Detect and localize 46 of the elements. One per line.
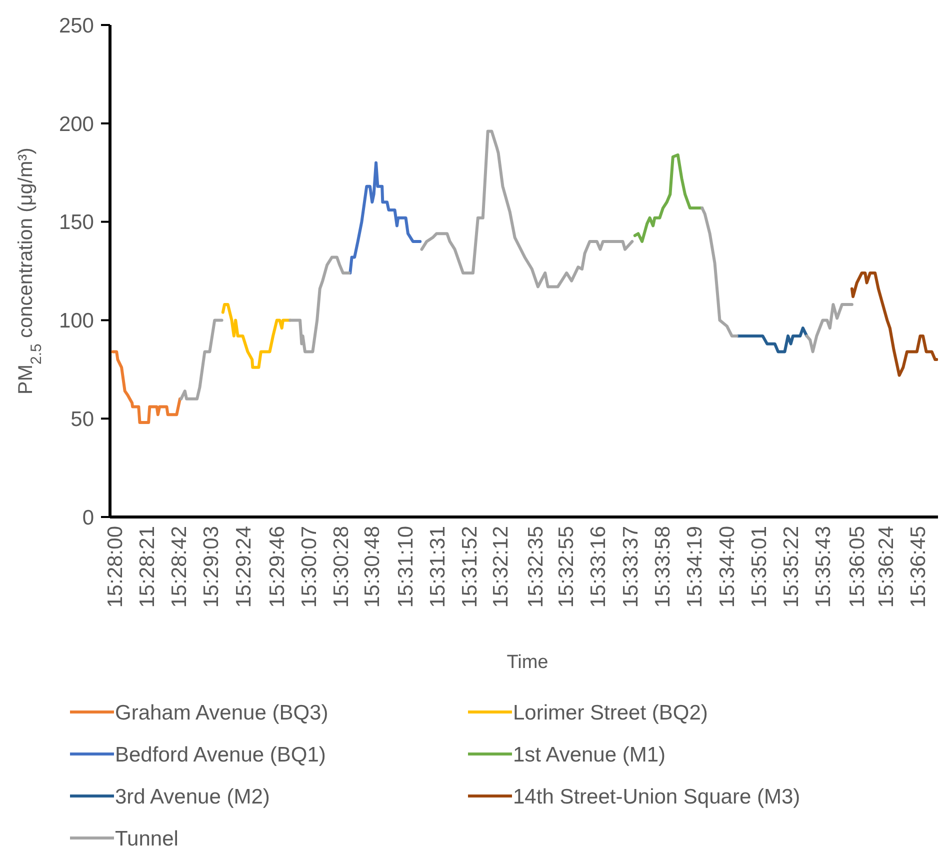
y-tick-label: 250 — [58, 14, 94, 38]
x-tick-label: 15:33:58 — [652, 526, 674, 608]
x-tick-label: 15:28:00 — [104, 526, 127, 608]
x-tick-label: 15:28:21 — [136, 526, 159, 608]
x-tick-label: 15:30:28 — [330, 526, 354, 608]
y-tick-label: 200 — [58, 112, 94, 136]
x-tick-label: 15:35:43 — [812, 526, 836, 608]
x-tick-label: 15:32:35 — [524, 526, 548, 608]
x-tick-label: 15:34:19 — [684, 526, 707, 608]
y-tick-label: 0 — [82, 506, 94, 530]
y-tick-label: 150 — [58, 211, 94, 234]
legend-label: 14th Street-Union Square (M3) — [513, 785, 800, 808]
x-tick-label: 15:36:45 — [907, 526, 930, 608]
x-tick-label: 15:32:55 — [555, 526, 578, 608]
legend-label: Graham Avenue (BQ3) — [115, 701, 328, 724]
x-tick-label: 15:32:12 — [489, 526, 512, 608]
x-tick-label: 15:31:31 — [426, 526, 450, 608]
x-tick-label: 15:33:37 — [619, 526, 642, 608]
x-tick-label: 15:30:07 — [298, 526, 322, 608]
x-tick-label: 15:36:05 — [846, 526, 869, 608]
x-tick-label: 15:28:42 — [168, 526, 192, 608]
legend-label: Lorimer Street (BQ2) — [513, 701, 708, 724]
x-tick-label: 15:31:10 — [394, 526, 418, 608]
legend-label: Bedford Avenue (BQ1) — [115, 743, 326, 766]
line-series — [735, 326, 808, 354]
x-tick-label: 15:29:03 — [200, 526, 224, 608]
x-tick-label: 15:35:22 — [780, 526, 803, 608]
legend-label: 1st Avenue (M1) — [513, 743, 666, 766]
line-series — [348, 161, 422, 274]
x-tick-label: 15:33:16 — [587, 526, 610, 608]
x-tick-label: 15:35:01 — [748, 526, 771, 608]
x-tick-label: 15:29:24 — [232, 526, 256, 608]
x-tick-label: 15:31:52 — [458, 526, 482, 608]
line-series — [111, 350, 182, 424]
line-series — [850, 271, 938, 377]
y-tick-label: 50 — [70, 408, 94, 431]
line-series — [633, 153, 704, 243]
legend-label: 3rd Avenue (M2) — [115, 785, 270, 808]
x-tick-label: 15:34:40 — [716, 526, 739, 608]
y-tick-label: 100 — [58, 310, 94, 333]
legend-label: Tunnel — [115, 827, 178, 850]
x-axis-title: Time — [506, 652, 548, 673]
x-tick-label: 15:30:48 — [360, 526, 384, 608]
line-series — [221, 302, 292, 369]
x-tick-label: 15:29:46 — [266, 526, 289, 608]
x-tick-label: 15:36:24 — [874, 526, 898, 608]
